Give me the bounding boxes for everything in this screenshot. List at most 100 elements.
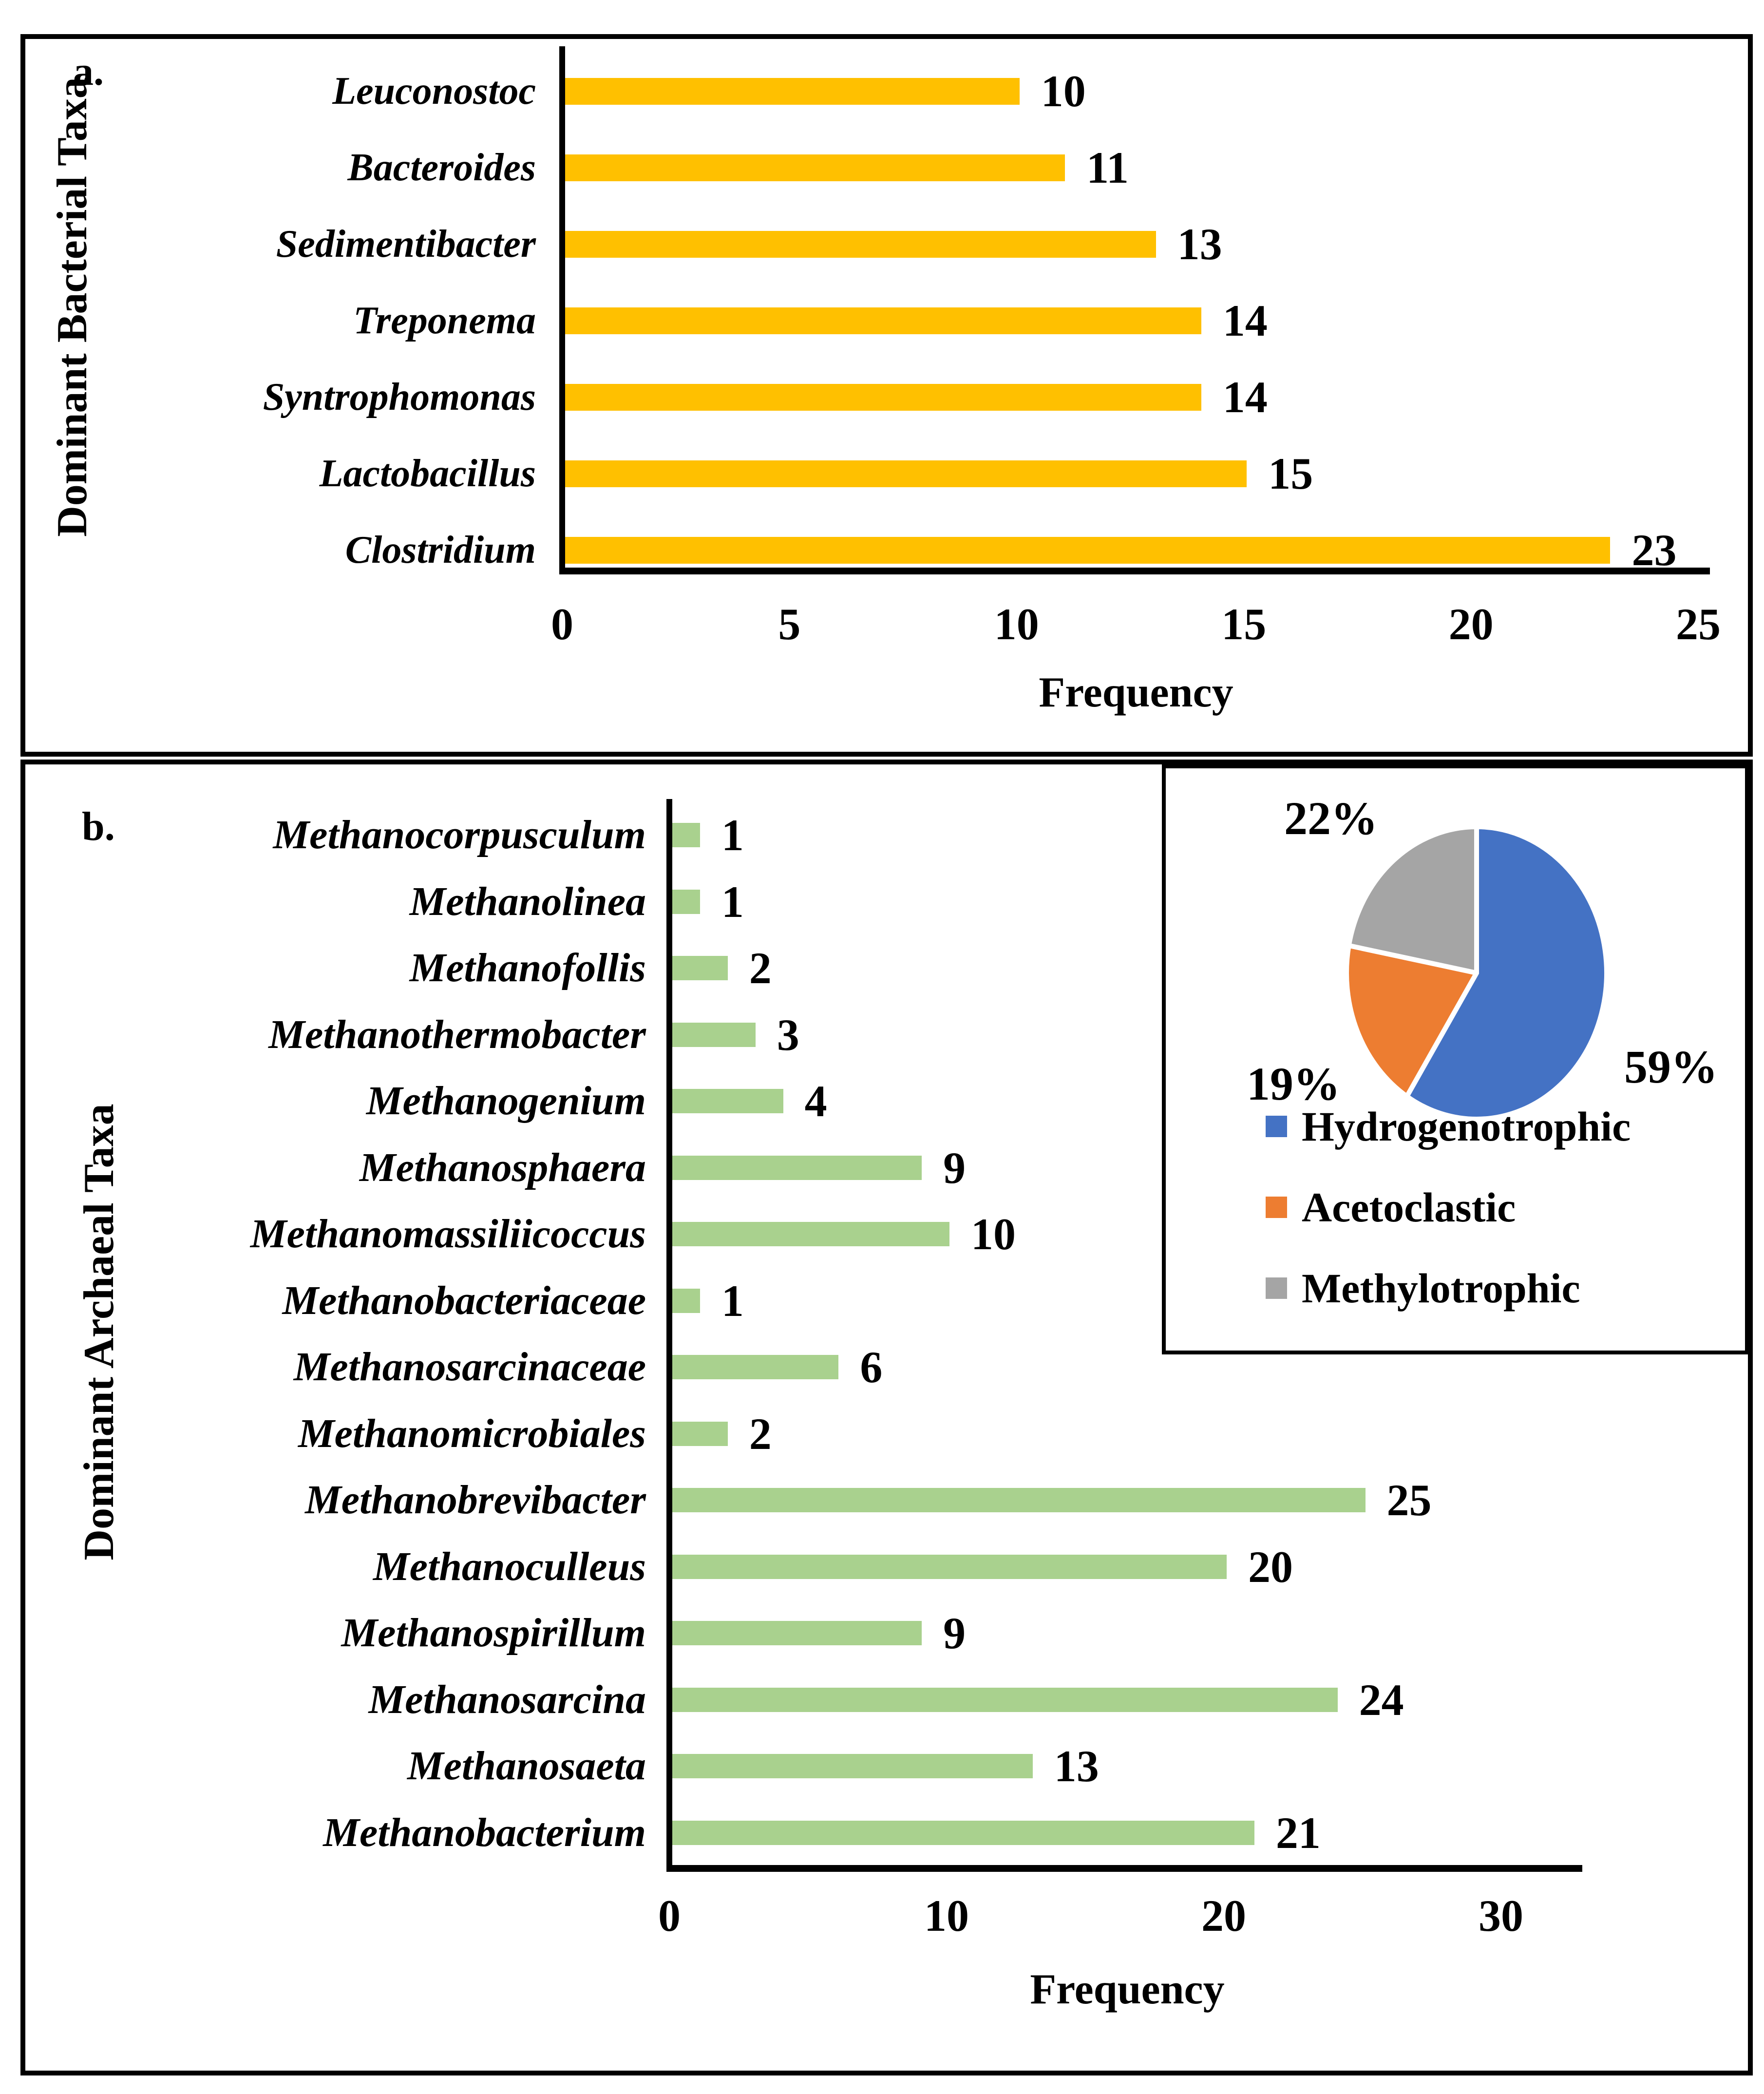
bar-value-label: 10: [1041, 66, 1086, 116]
bar: [672, 1554, 1227, 1579]
category-label: Methanosphaera: [359, 1144, 646, 1190]
bar: [672, 1754, 1033, 1778]
x-tick-label: 0: [551, 599, 573, 649]
panel-b-x-axis-line: [666, 1865, 1582, 1872]
legend-swatch-hydrogenotrophic: [1266, 1116, 1287, 1137]
legend-label-methylotrophic: Methylotrophic: [1302, 1265, 1580, 1312]
pie-slice-acetoclastic: [1344, 943, 1479, 1099]
bar-value-label: 2: [749, 1409, 772, 1459]
category-label: Methanosarcina: [368, 1676, 646, 1722]
category-label: Leuconostoc: [332, 70, 536, 113]
panel-a-x-axis-title: Frequency: [1039, 669, 1233, 716]
bar-value-label: 6: [860, 1342, 883, 1392]
bar: [565, 154, 1065, 181]
x-tick-label: 5: [778, 599, 801, 649]
bar: [565, 383, 1201, 411]
category-label: Methanofollis: [409, 945, 646, 990]
bar: [672, 1222, 949, 1246]
legend-label-hydrogenotrophic: Hydrogenotrophic: [1302, 1103, 1631, 1150]
category-label: Methanoculleus: [373, 1543, 646, 1589]
panel-b-letter: b.: [82, 804, 115, 849]
pie-slice-label-acetoclastic: 19%: [1247, 1058, 1340, 1110]
bar-value-label: 11: [1086, 143, 1129, 192]
bar-value-label: 2: [749, 943, 772, 993]
category-label: Methanobacteriaceae: [282, 1277, 646, 1323]
x-tick-label: 20: [1201, 1891, 1246, 1941]
category-label: Bacteroides: [347, 146, 536, 189]
category-label: Treponema: [353, 299, 536, 342]
bar-value-label: 13: [1177, 219, 1222, 269]
panel-b-y-axis-line: [666, 799, 672, 1871]
bar-value-label: 24: [1359, 1675, 1404, 1725]
bar-value-label: 4: [804, 1076, 827, 1126]
x-tick-label: 0: [658, 1891, 681, 1941]
legend-label-acetoclastic: Acetoclastic: [1302, 1184, 1516, 1231]
bar: [565, 307, 1201, 334]
category-label: Methanobrevibacter: [305, 1477, 646, 1523]
category-label: Methanocorpusculum: [273, 812, 646, 857]
panel-a-letter: a.: [73, 49, 104, 94]
bar: [565, 460, 1247, 487]
panel-a-y-axis-line: [559, 46, 565, 573]
bar-value-label: 10: [971, 1209, 1016, 1259]
pie-slice-label-methylotrophic: 22%: [1284, 792, 1378, 844]
category-label: Methanobacterium: [323, 1809, 646, 1855]
bar-value-label: 25: [1386, 1475, 1432, 1525]
category-label: Lactobacillus: [319, 452, 536, 495]
bar: [672, 1022, 756, 1047]
x-tick-label: 15: [1221, 599, 1267, 649]
bar: [672, 889, 700, 914]
pie-slice-methylotrophic: [1346, 824, 1479, 975]
bar-value-label: 21: [1275, 1808, 1321, 1858]
x-tick-label: 10: [994, 599, 1039, 649]
bar-value-label: 3: [777, 1009, 799, 1060]
bar-value-label: 1: [721, 810, 744, 860]
bar: [672, 1488, 1366, 1512]
bar-value-label: 14: [1222, 296, 1268, 345]
x-tick-label: 25: [1676, 599, 1721, 649]
category-label: Methanosaeta: [407, 1743, 646, 1789]
bar-value-label: 20: [1248, 1542, 1293, 1592]
bar: [672, 823, 700, 847]
category-label: Methanospirillum: [341, 1610, 646, 1656]
bar-value-label: 15: [1268, 449, 1313, 498]
bar: [672, 1355, 839, 1379]
pie-svg: [1344, 824, 1609, 1122]
panel-a-x-axis-line: [559, 568, 1710, 574]
category-label: Syntrophomonas: [263, 376, 536, 419]
category-label: Methanosarcinaceae: [293, 1344, 646, 1390]
panel-b-x-axis-title: Frequency: [1030, 1966, 1225, 2013]
bar: [672, 1089, 783, 1113]
bar: [565, 77, 1020, 105]
x-tick-label: 30: [1479, 1891, 1523, 1941]
x-tick-label: 10: [924, 1891, 969, 1941]
bar: [565, 230, 1156, 258]
bar-value-label: 1: [721, 1275, 744, 1326]
bar-value-label: 9: [943, 1142, 966, 1193]
pie-slice-label-hydrogenotrophic: 59%: [1624, 1041, 1718, 1093]
bar: [672, 1155, 922, 1180]
bar: [672, 1687, 1338, 1712]
bar-value-label: 13: [1054, 1741, 1099, 1791]
bar-value-label: 9: [943, 1608, 966, 1658]
legend-swatch-acetoclastic: [1266, 1197, 1287, 1218]
category-label: Sedimentibacter: [276, 223, 536, 266]
bar: [565, 536, 1611, 564]
legend-swatch-methylotrophic: [1266, 1277, 1287, 1299]
category-label: Clostridium: [345, 529, 536, 571]
bar-value-label: 14: [1222, 372, 1268, 422]
bar: [672, 1421, 728, 1446]
bar: [672, 1621, 922, 1645]
pie-slice-hydrogenotrophic: [1404, 824, 1609, 1122]
category-label: Methanogenium: [366, 1078, 646, 1123]
bar-value-label: 1: [721, 876, 744, 927]
category-label: Methanothermobacter: [268, 1011, 646, 1057]
bar-value-label: 23: [1631, 525, 1677, 575]
bar: [672, 956, 728, 980]
category-label: Methanomicrobiales: [298, 1410, 646, 1456]
x-tick-label: 20: [1448, 599, 1494, 649]
bar: [672, 1288, 700, 1313]
category-label: Methanolinea: [409, 878, 646, 924]
category-label: Methanomassiliicoccus: [250, 1211, 646, 1256]
